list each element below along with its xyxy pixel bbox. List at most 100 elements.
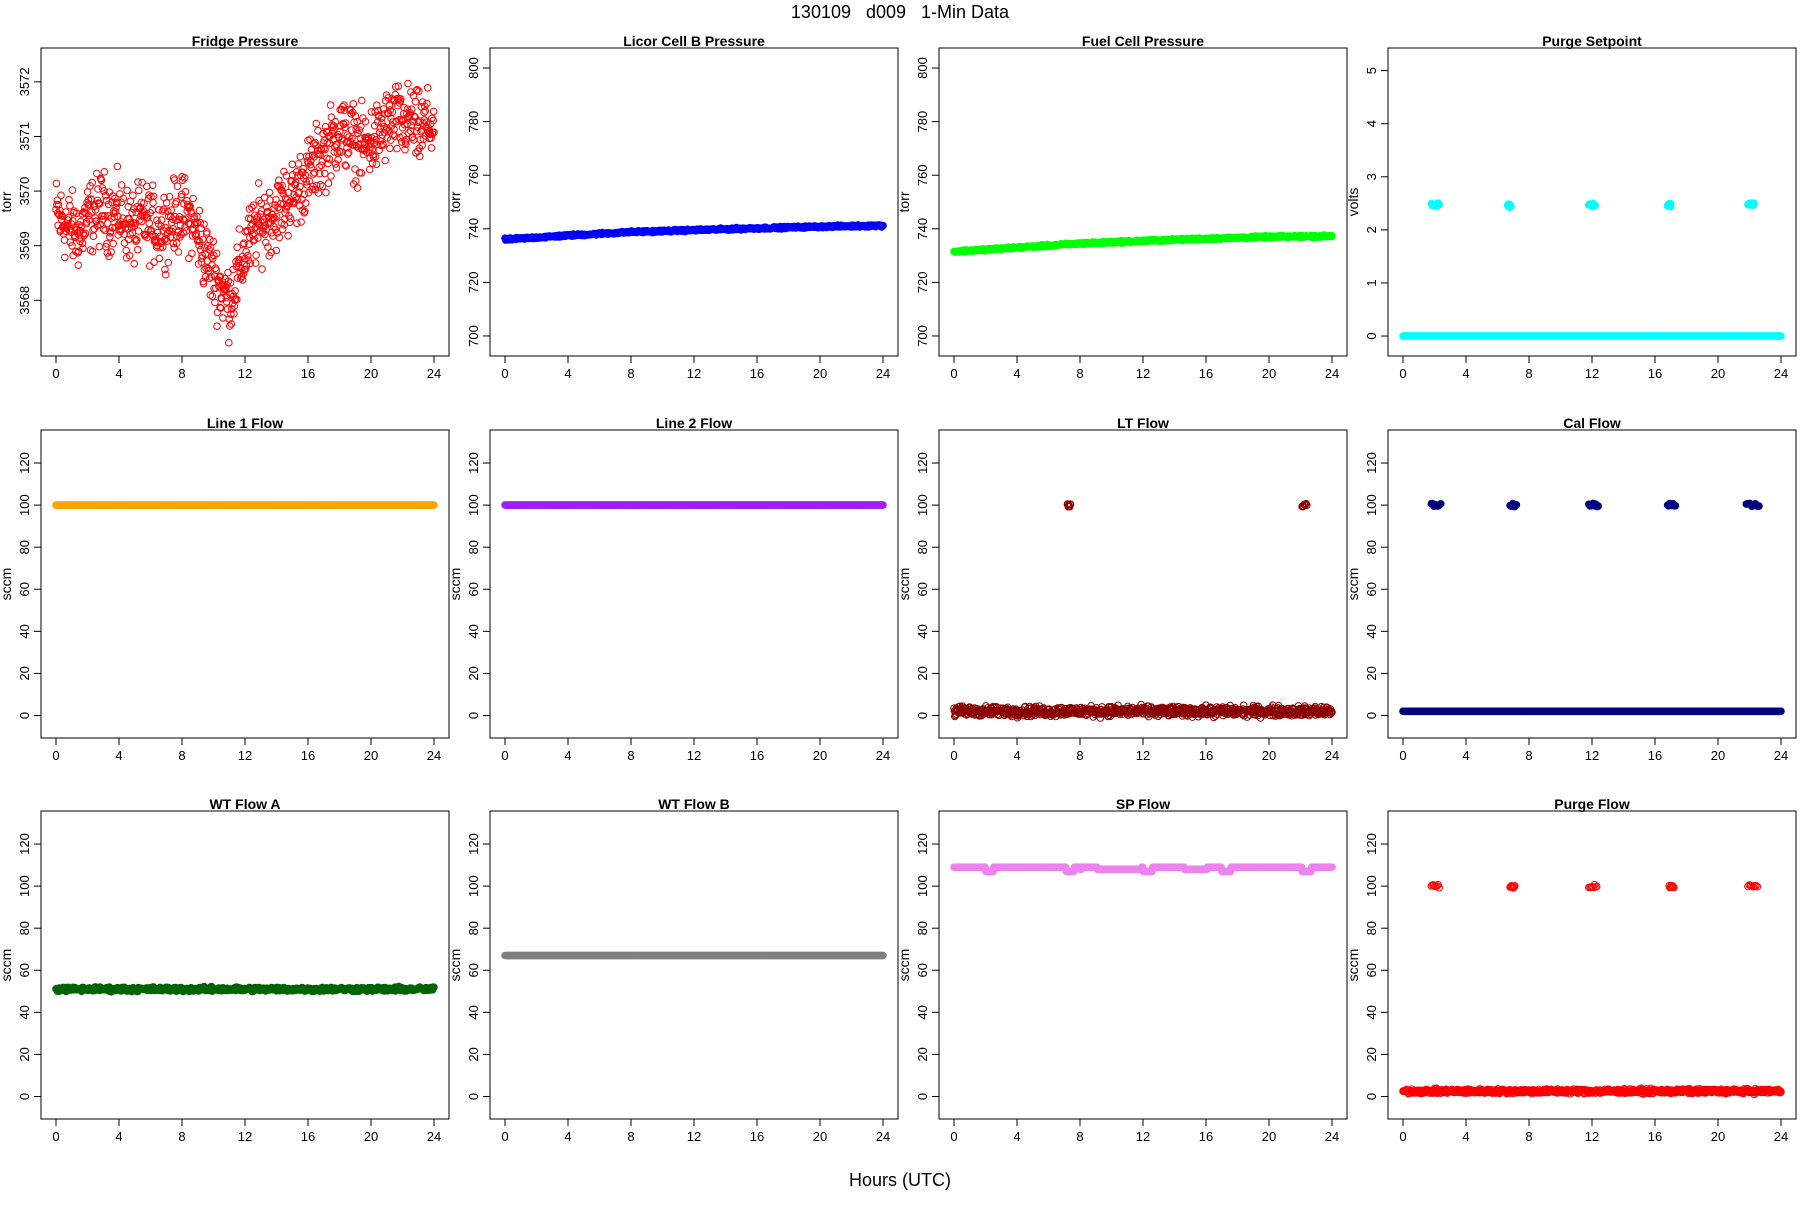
data-point <box>101 169 108 176</box>
x-tick-label: 24 <box>427 366 441 381</box>
data-point <box>84 189 91 196</box>
y-tick-label: 3571 <box>17 122 32 151</box>
y-tick-label: 80 <box>915 540 930 554</box>
data-point <box>186 255 193 262</box>
x-tick-label: 24 <box>876 366 890 381</box>
y-tick-label: 0 <box>1364 712 1379 719</box>
y-tick-label: 3572 <box>17 67 32 96</box>
data-point <box>174 183 181 190</box>
y-tick-label: 780 <box>466 111 481 133</box>
data-point <box>352 166 359 173</box>
x-tick-label: 16 <box>301 748 315 763</box>
x-tick-label: 16 <box>1199 366 1213 381</box>
y-tick-label: 40 <box>915 624 930 638</box>
x-tick-label: 12 <box>1585 366 1599 381</box>
data-point <box>114 163 121 170</box>
data-point <box>120 195 127 202</box>
y-tick-label: 80 <box>17 540 32 554</box>
data-points <box>951 232 1336 256</box>
data-point <box>255 180 262 187</box>
y-tick-label: 740 <box>466 218 481 240</box>
data-point <box>165 259 172 266</box>
data-point <box>266 189 273 196</box>
y-tick-label: 100 <box>1364 494 1379 516</box>
data-point <box>53 180 60 187</box>
data-point <box>171 177 178 184</box>
data-point <box>259 266 266 273</box>
y-axis-label: torr <box>447 191 463 212</box>
y-tick-label: 0 <box>915 712 930 719</box>
data-point <box>382 157 389 164</box>
plot-frame <box>939 48 1347 356</box>
y-tick-label: 120 <box>466 452 481 474</box>
y-tick-label: 740 <box>915 218 930 240</box>
data-point <box>118 199 125 206</box>
data-point <box>1751 200 1758 207</box>
data-point <box>431 502 438 509</box>
data-point <box>1436 201 1443 208</box>
x-tick-label: 24 <box>1774 748 1788 763</box>
data-point <box>139 179 146 186</box>
x-tick-label: 12 <box>687 366 701 381</box>
data-point <box>387 145 394 152</box>
y-axis-label: sccm <box>896 568 912 601</box>
x-tick-label: 20 <box>1711 748 1725 763</box>
x-tick-label: 16 <box>750 366 764 381</box>
data-point <box>226 339 233 346</box>
chart-title: Line 2 Flow <box>656 415 732 431</box>
data-point <box>253 252 260 259</box>
data-point <box>390 131 397 138</box>
x-tick-label: 20 <box>1711 366 1725 381</box>
x-tick-label: 16 <box>1648 366 1662 381</box>
data-point <box>313 120 320 127</box>
data-point <box>62 254 69 261</box>
x-tick-label: 4 <box>115 366 122 381</box>
data-point <box>298 219 305 226</box>
data-point <box>327 102 334 109</box>
y-tick-label: 3 <box>1364 173 1379 180</box>
data-point <box>125 236 132 243</box>
data-points <box>502 502 887 509</box>
data-point <box>156 255 163 262</box>
x-tick-label: 24 <box>876 748 890 763</box>
x-tick-label: 4 <box>115 748 122 763</box>
data-point <box>87 247 94 254</box>
x-tick-label: 12 <box>238 366 252 381</box>
data-point <box>880 222 887 229</box>
y-tick-label: 0 <box>1364 332 1379 339</box>
y-tick-label: 760 <box>915 164 930 186</box>
data-point <box>1592 202 1599 209</box>
y-tick-label: 60 <box>17 582 32 596</box>
y-tick-label: 3570 <box>17 177 32 206</box>
data-point <box>243 249 250 256</box>
data-point <box>212 299 219 306</box>
data-points <box>1400 500 1785 714</box>
data-points <box>53 502 438 509</box>
data-point <box>373 161 380 168</box>
y-tick-label: 3569 <box>17 231 32 260</box>
data-point <box>430 108 437 115</box>
x-tick-label: 20 <box>364 366 378 381</box>
data-point <box>358 97 365 104</box>
y-tick-label: 80 <box>466 540 481 554</box>
x-tick-label: 16 <box>1648 748 1662 763</box>
x-tick-label: 12 <box>1136 748 1150 763</box>
data-point <box>118 182 125 189</box>
plot-frame <box>490 48 898 356</box>
y-axis-label: torr <box>0 191 14 212</box>
plot-frame <box>41 430 449 738</box>
y-tick-label: 40 <box>17 624 32 638</box>
data-point <box>100 226 107 233</box>
data-point <box>250 202 257 209</box>
data-point <box>175 249 182 256</box>
data-point <box>190 195 197 202</box>
data-point <box>328 173 335 180</box>
x-tick-label: 4 <box>1462 366 1469 381</box>
y-tick-label: 100 <box>17 494 32 516</box>
y-axis-label: torr <box>896 191 912 212</box>
data-point <box>1508 203 1515 210</box>
data-point <box>189 250 196 257</box>
data-point <box>226 323 233 330</box>
x-tick-label: 0 <box>52 748 59 763</box>
y-axis-label: sccm <box>447 568 463 601</box>
